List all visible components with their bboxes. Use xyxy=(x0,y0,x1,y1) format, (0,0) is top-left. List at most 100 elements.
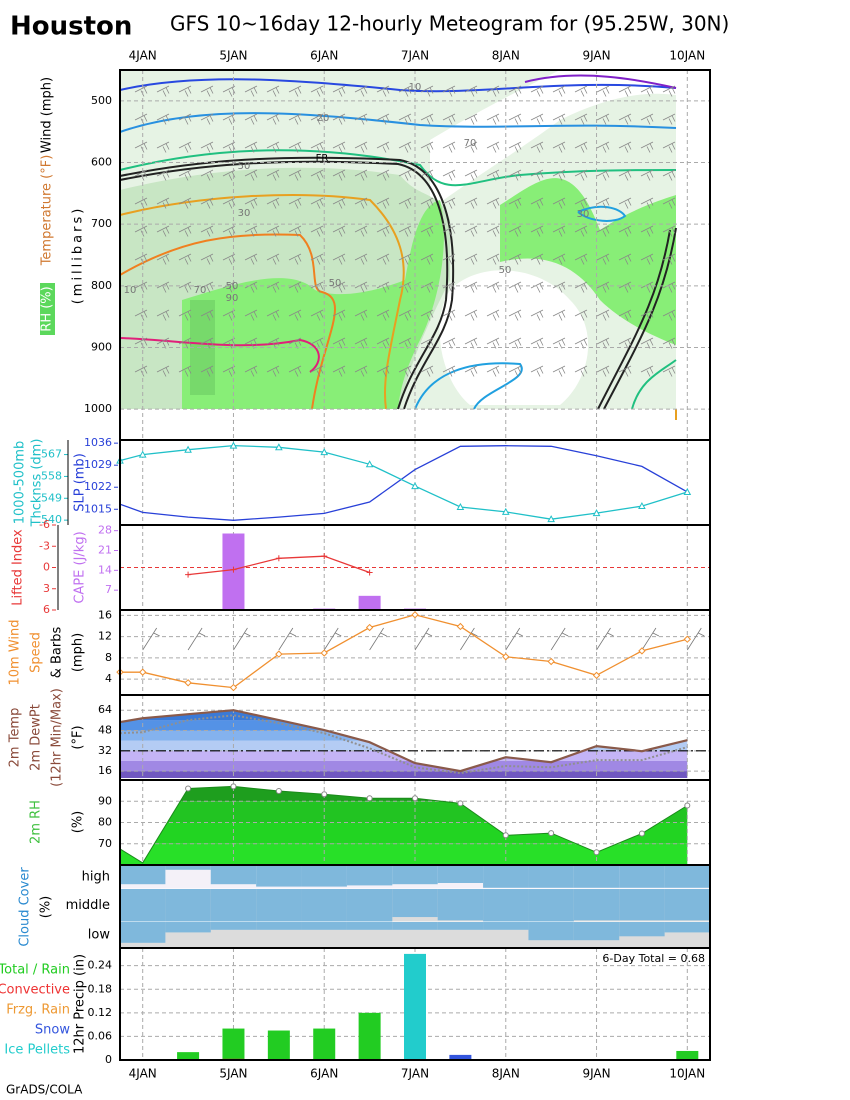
axis-label: Lifted Index xyxy=(11,529,26,606)
wind-barb xyxy=(244,141,258,153)
y-tick-label: 6 xyxy=(43,603,50,616)
color-band xyxy=(120,843,688,865)
y-tick-label: 0.18 xyxy=(88,982,113,995)
cloud-bar xyxy=(483,889,529,922)
x-tick-label: 4JAN xyxy=(129,1067,157,1081)
y-tick-label: 14 xyxy=(98,563,112,576)
y-tick-label: 0 xyxy=(105,1053,112,1066)
wind-barb xyxy=(266,197,280,209)
axis-label: Speed xyxy=(29,632,44,673)
data-point xyxy=(229,683,238,692)
wind-barb xyxy=(354,365,368,377)
wind-barb xyxy=(332,197,346,209)
cloud-bar xyxy=(392,865,438,885)
wind-barb xyxy=(156,141,170,153)
wind-barb xyxy=(420,197,434,209)
isotherm xyxy=(631,359,677,410)
data-point xyxy=(456,502,465,511)
isotherm xyxy=(119,78,677,93)
wind-barb xyxy=(244,365,258,377)
cloud-bar xyxy=(664,889,710,921)
data-point xyxy=(548,830,555,837)
cloud-bar xyxy=(120,865,166,885)
wind-barb xyxy=(310,85,324,97)
bar xyxy=(449,1054,472,1060)
cloud-bar xyxy=(392,889,438,918)
y-tick-label: 558 xyxy=(41,469,62,482)
wind-barb xyxy=(354,337,368,349)
wind-barb xyxy=(442,113,456,125)
isotherms xyxy=(119,74,677,420)
wind-barb xyxy=(156,113,170,125)
wind-barb xyxy=(442,85,456,97)
axis-label: 2m DewPt xyxy=(29,704,44,771)
axis-label: (°F) xyxy=(71,725,86,749)
wind-barb xyxy=(596,627,614,651)
wind-barb xyxy=(464,309,478,321)
wind-barb xyxy=(414,627,433,651)
wind-barb xyxy=(640,253,654,265)
wind-barb xyxy=(618,281,632,293)
cloud-bar xyxy=(346,889,393,922)
x-tick-label: 5JAN xyxy=(219,49,247,63)
wind-barb xyxy=(354,169,368,181)
isotherm xyxy=(119,233,336,410)
y-tick-label: 0.06 xyxy=(88,1029,113,1042)
wind-barb xyxy=(618,141,632,153)
color-band xyxy=(120,760,688,772)
wind-barb xyxy=(288,253,302,265)
wind-barb xyxy=(662,253,676,265)
data-point xyxy=(320,448,329,456)
wind-barb xyxy=(354,225,368,237)
wind-barb xyxy=(662,141,676,153)
wind-barb xyxy=(464,253,478,265)
wind-barb xyxy=(662,197,676,209)
wind-barb xyxy=(508,337,522,349)
wind-barb xyxy=(464,365,478,377)
cloud-bar xyxy=(256,922,302,930)
data-line xyxy=(120,445,688,521)
wind-barb xyxy=(178,225,192,237)
y-tick-label: 1000 xyxy=(84,402,112,415)
wind-barb xyxy=(376,365,390,377)
wind-barb xyxy=(486,365,500,377)
chart-title: GFS 10~16day 12-hourly Meteogram for (95… xyxy=(170,12,729,36)
bar xyxy=(177,1052,200,1060)
wind-barb xyxy=(332,281,346,293)
wind-barb xyxy=(288,85,302,97)
cloud-bar xyxy=(573,889,620,921)
data-point xyxy=(365,460,374,468)
x-tick-label: 9JAN xyxy=(582,49,610,63)
x-tick-label: 4JAN xyxy=(129,49,157,63)
wind-barb xyxy=(596,309,610,321)
wind-barb xyxy=(460,627,478,651)
wind-barb xyxy=(596,225,610,237)
wind-barb xyxy=(200,113,214,125)
isotherm xyxy=(119,149,677,187)
color-band xyxy=(120,771,688,778)
wind-barb xyxy=(486,309,500,321)
wind-barb xyxy=(486,253,500,265)
wind-barb xyxy=(420,225,434,237)
cloud-bar xyxy=(120,889,166,922)
freezing-line xyxy=(597,229,671,410)
cloud-bar xyxy=(483,922,529,930)
data-point xyxy=(411,482,419,490)
wind-barb xyxy=(420,253,434,265)
wind-barb xyxy=(508,365,522,377)
wind-barb xyxy=(574,309,588,321)
wind-barb xyxy=(596,113,610,125)
x-tick-label: 9JAN xyxy=(582,1067,610,1081)
wind-barb xyxy=(244,225,258,237)
data-point xyxy=(320,649,328,657)
wind-barb xyxy=(266,225,280,237)
wind-barb xyxy=(156,169,170,181)
wind-barb xyxy=(323,627,342,651)
wind-barb xyxy=(618,365,632,377)
wind-barb xyxy=(420,85,434,97)
wind-barb xyxy=(508,253,522,265)
wind-barb xyxy=(640,85,654,97)
wind-barb xyxy=(618,253,632,265)
wind-barb xyxy=(288,225,302,237)
wind-barb xyxy=(332,225,346,237)
